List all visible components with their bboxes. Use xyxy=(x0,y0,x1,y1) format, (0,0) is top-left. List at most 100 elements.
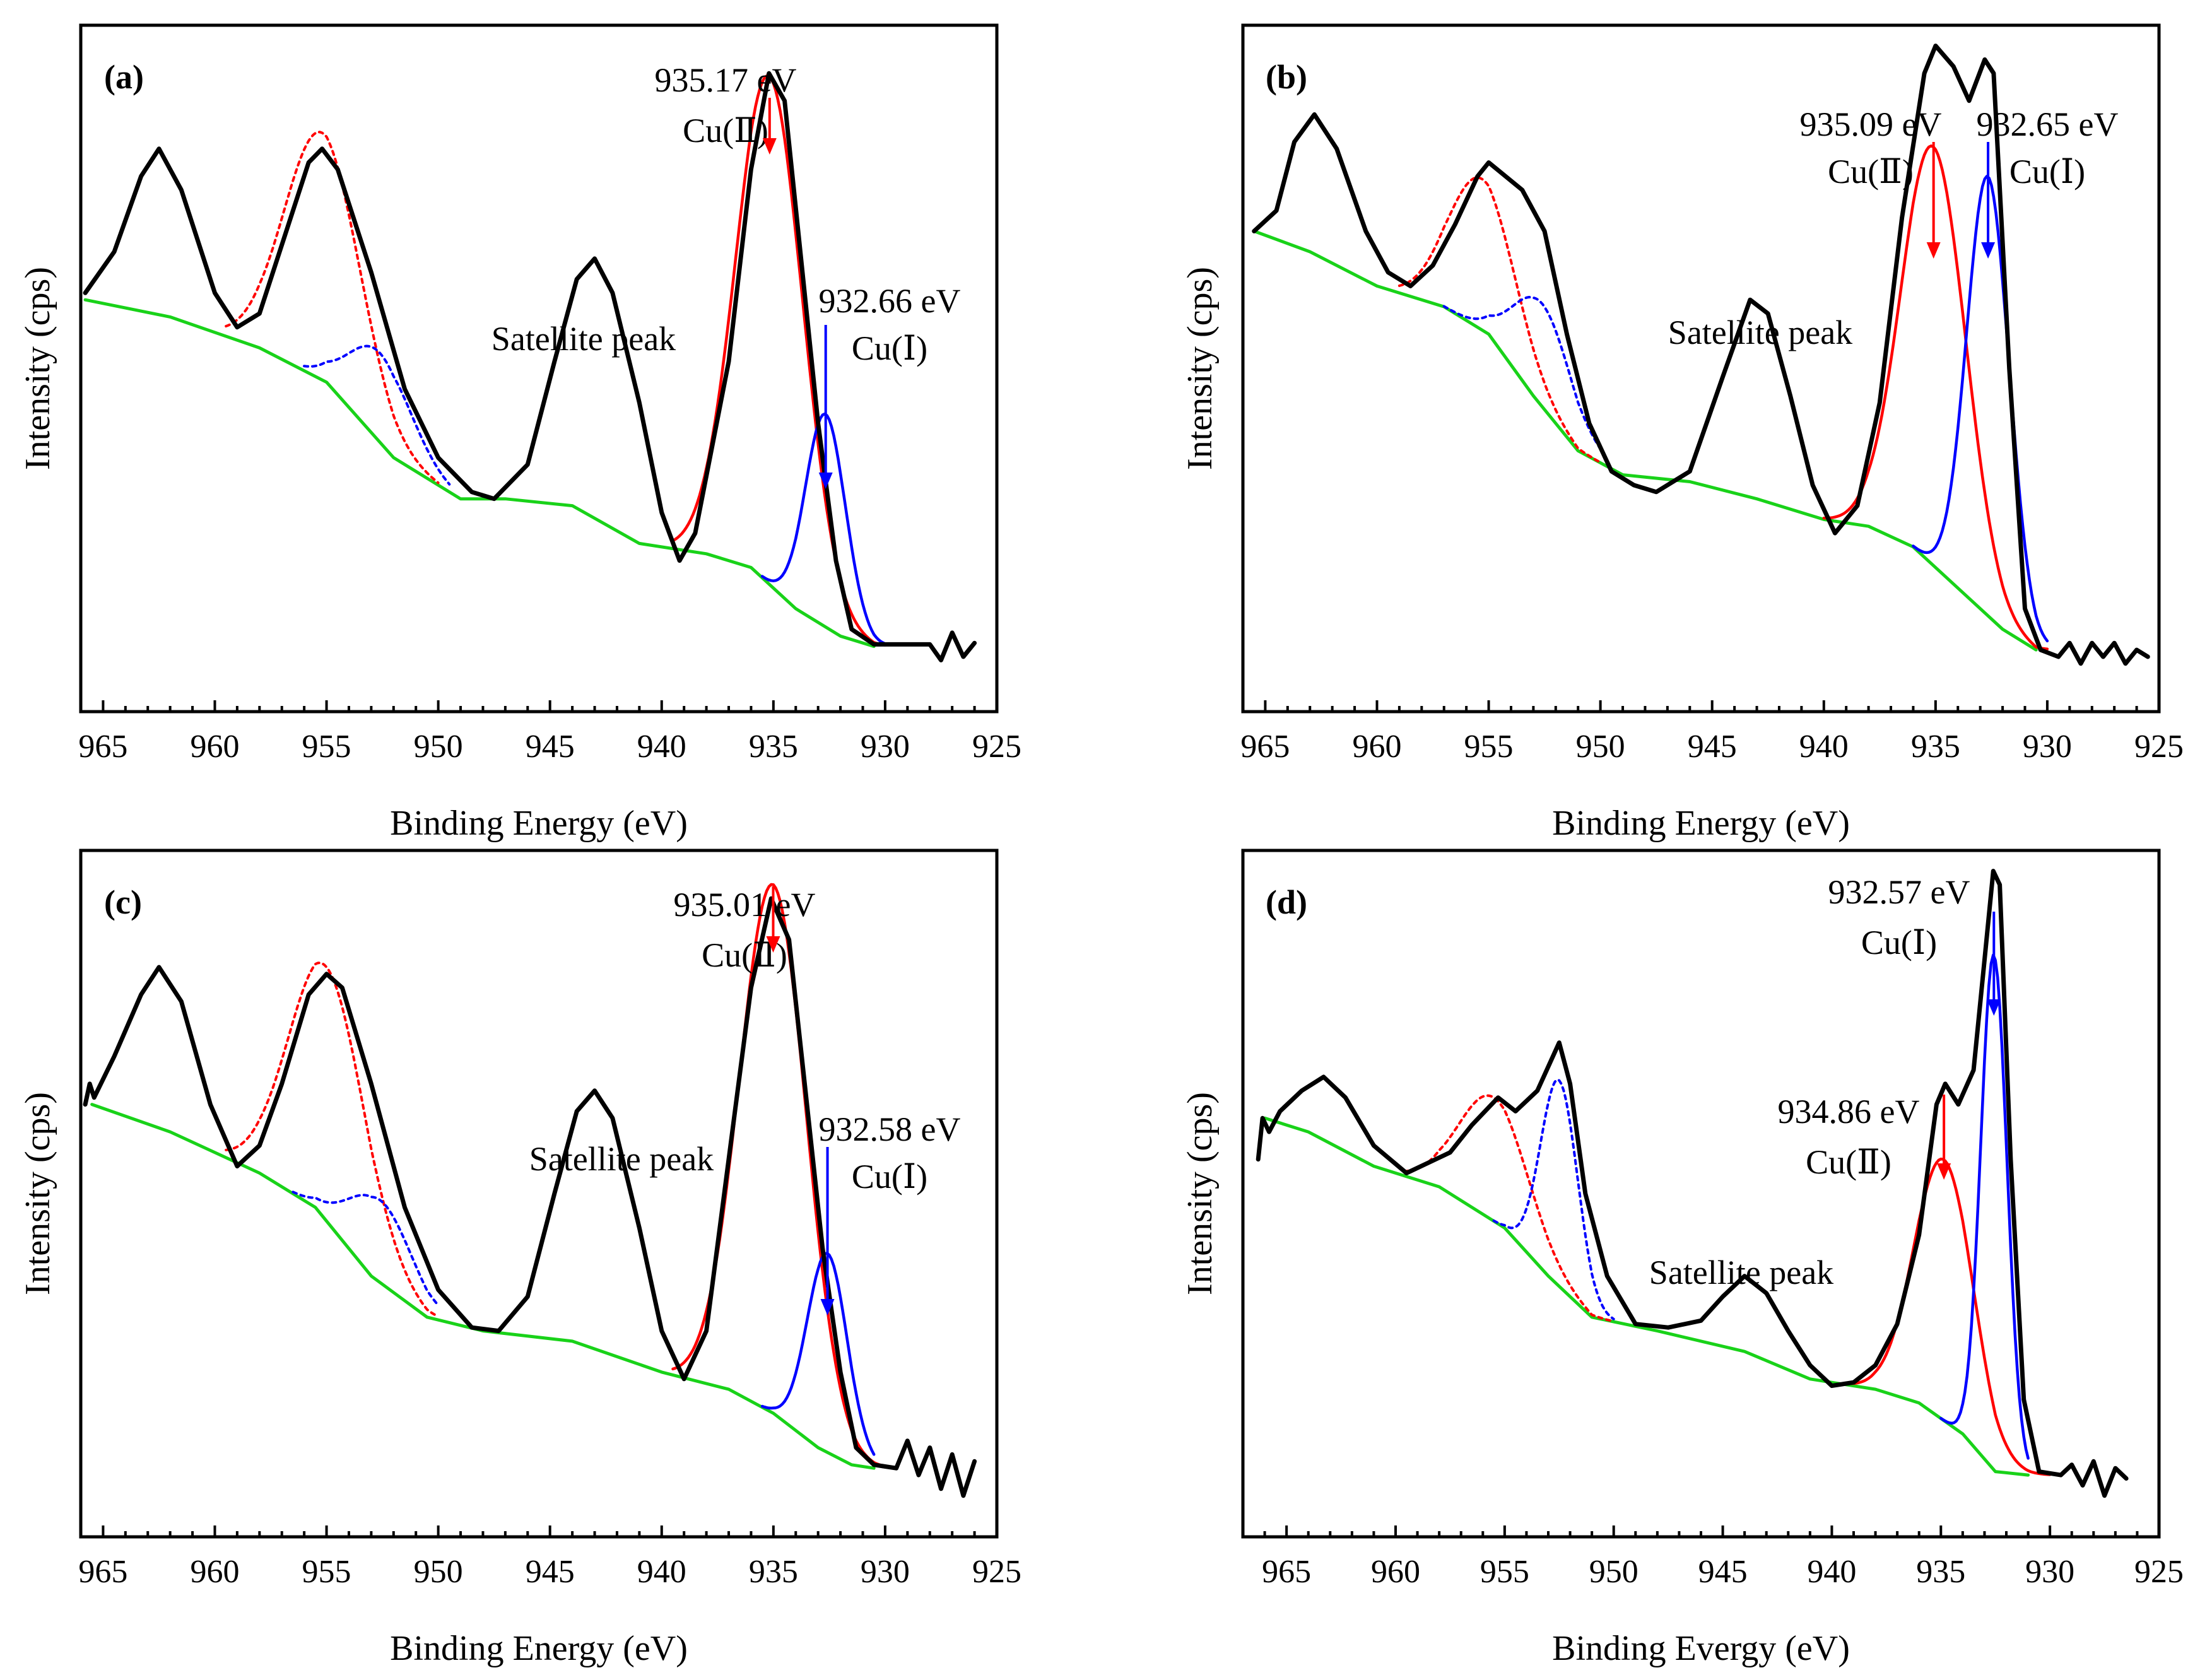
panel-b: (b) Intensity (cps) Binding Energy (eV) … xyxy=(1180,23,2184,843)
plot-curves xyxy=(1252,44,2150,666)
peak-species-label: Cu(Ⅰ) xyxy=(2009,153,2085,191)
x-tick-label: 940 xyxy=(1799,729,1849,765)
peak-energy-label: 932.65 eV xyxy=(1977,105,2119,143)
x-axis-ticks: 965 960 955 950 945 940 935 930 925 xyxy=(78,700,1021,765)
peak-arrow-head xyxy=(1926,242,1941,259)
x-tick-label: 965 xyxy=(78,729,127,765)
x-tick-label: 950 xyxy=(1576,729,1625,765)
x-tick-label: 945 xyxy=(1698,1554,1748,1590)
x-tick-label: 965 xyxy=(1262,1554,1311,1590)
y-axis-title: Intensity (cps) xyxy=(1180,1092,1220,1295)
fit-peak-solid-0 xyxy=(1841,1157,2052,1476)
y-axis-title: Intensity (cps) xyxy=(18,267,57,470)
x-tick-label: 955 xyxy=(1480,1554,1529,1590)
plot-curves xyxy=(1256,869,2129,1498)
x-tick-label: 935 xyxy=(749,729,798,765)
x-tick-label: 940 xyxy=(637,729,686,765)
peak-species-label: Cu(Ⅰ) xyxy=(852,1158,927,1196)
plot-frame xyxy=(1241,23,2161,714)
x-axis-ticks: 965 960 955 950 945 940 935 930 925 xyxy=(78,1525,1021,1590)
background-curve xyxy=(83,298,876,649)
fit-peak-dotted-3 xyxy=(1492,1078,1615,1320)
fit-peak-dotted-3 xyxy=(303,344,451,486)
satellite-peak-label: Satellite peak xyxy=(1649,1254,1833,1291)
x-tick-label: 965 xyxy=(1240,729,1290,765)
x-tick-label: 945 xyxy=(1688,729,1737,765)
x-axis-ticks: 965 960 955 950 945 940 935 930 925 xyxy=(1240,700,2184,765)
measured-envelope xyxy=(83,896,977,1498)
peak-species-label: Cu(Ⅰ) xyxy=(1861,924,1937,961)
peak-arrow-head xyxy=(820,1299,835,1315)
plot-curves xyxy=(83,71,977,662)
measured-envelope xyxy=(1256,869,2129,1498)
fit-peak-solid-1 xyxy=(760,1252,876,1456)
panel-label: (b) xyxy=(1266,58,1307,96)
peak-species-label: Cu(Ⅱ) xyxy=(1806,1143,1891,1181)
peak-arrow-head xyxy=(1981,242,1996,259)
x-tick-label: 950 xyxy=(414,729,463,765)
x-tick-label: 960 xyxy=(1352,729,1401,765)
x-tick-label: 930 xyxy=(861,729,910,765)
x-tick-label: 935 xyxy=(1916,1554,1965,1590)
fit-peak-solid-1 xyxy=(1939,953,2030,1460)
plot-frame xyxy=(79,23,999,714)
x-axis-ticks: 965 960 955 950 945 940 935 930 925 xyxy=(1242,1525,2184,1590)
peak-arrow-head xyxy=(1987,999,2001,1016)
peak-energy-label: 932.58 eV xyxy=(819,1110,961,1148)
peak-annotations: 935.17 eV Cu(Ⅱ) 932.66 eV Cu(Ⅰ) xyxy=(655,61,961,489)
peak-arrow-head xyxy=(818,473,833,489)
x-tick-label: 955 xyxy=(302,729,351,765)
x-tick-label: 955 xyxy=(1464,729,1514,765)
peak-annotations: 935.09 eV Cu(Ⅱ) 932.65 eV Cu(Ⅰ) xyxy=(1800,105,2119,259)
panel-a: (a) Intensity (cps) Binding Energy (eV) … xyxy=(18,23,1021,843)
measured-envelope xyxy=(83,71,977,662)
fit-peak-dotted-2 xyxy=(1397,176,1602,464)
peak-energy-label: 935.17 eV xyxy=(655,61,797,99)
panel-label: (a) xyxy=(104,58,144,96)
y-axis-title: Intensity (cps) xyxy=(18,1092,57,1295)
x-tick-label: 930 xyxy=(2023,729,2072,765)
x-tick-label: 940 xyxy=(637,1554,686,1590)
x-tick-label: 950 xyxy=(1589,1554,1638,1590)
panel-d: (d) Intensity (cps) Binding Evergy (eV) … xyxy=(1180,849,2184,1668)
panel-c: (c) Intensity (cps) Binding Energy (eV) … xyxy=(18,849,1021,1668)
x-tick-label: 925 xyxy=(972,1554,1021,1590)
panel-label: (c) xyxy=(104,883,142,921)
peak-energy-label: 932.57 eV xyxy=(1828,873,1970,911)
peak-species-label: Cu(Ⅱ) xyxy=(683,112,768,150)
x-tick-label: 935 xyxy=(1911,729,1960,765)
peak-annotations: 932.57 eV Cu(Ⅰ) 934.86 eV Cu(Ⅱ) xyxy=(1778,873,2001,1181)
satellite-peak-label: Satellite peak xyxy=(1668,314,1852,351)
x-tick-label: 960 xyxy=(190,729,239,765)
fit-peak-dotted-2 xyxy=(225,131,440,485)
plot-curves xyxy=(83,883,977,1498)
peak-species-label: Cu(Ⅱ) xyxy=(1828,153,1914,191)
peak-energy-label: 934.86 eV xyxy=(1778,1093,1920,1131)
fit-peak-solid-1 xyxy=(760,412,887,645)
x-tick-label: 930 xyxy=(2025,1554,2074,1590)
x-tick-label: 960 xyxy=(1371,1554,1420,1590)
peak-energy-label: 932.66 eV xyxy=(819,282,961,320)
fit-peak-dotted-2 xyxy=(1405,1094,1615,1323)
measured-envelope xyxy=(1252,44,2150,666)
x-tick-label: 950 xyxy=(414,1554,463,1590)
x-axis-title: Binding Energy (eV) xyxy=(390,1629,688,1668)
x-axis-title: Binding Energy (eV) xyxy=(1552,804,1850,843)
fit-peak-solid-1 xyxy=(1912,174,2049,643)
satellite-peak-label: Satellite peak xyxy=(491,320,676,358)
x-axis-title: Binding Evergy (eV) xyxy=(1552,1629,1850,1668)
peak-arrow-head xyxy=(1937,1163,1951,1180)
peak-energy-label: 935.01 eV xyxy=(674,886,816,924)
x-tick-label: 960 xyxy=(190,1554,239,1590)
x-tick-label: 930 xyxy=(861,1554,910,1590)
peak-arrow-head xyxy=(762,138,777,155)
x-tick-label: 925 xyxy=(2134,1554,2184,1590)
peak-arrow-head xyxy=(766,936,780,953)
plot-frame xyxy=(79,849,999,1539)
fit-peak-dotted-3 xyxy=(291,1190,440,1307)
x-tick-label: 925 xyxy=(972,729,1021,765)
peak-energy-label: 935.09 eV xyxy=(1800,105,1942,143)
background-curve xyxy=(1252,229,2038,652)
